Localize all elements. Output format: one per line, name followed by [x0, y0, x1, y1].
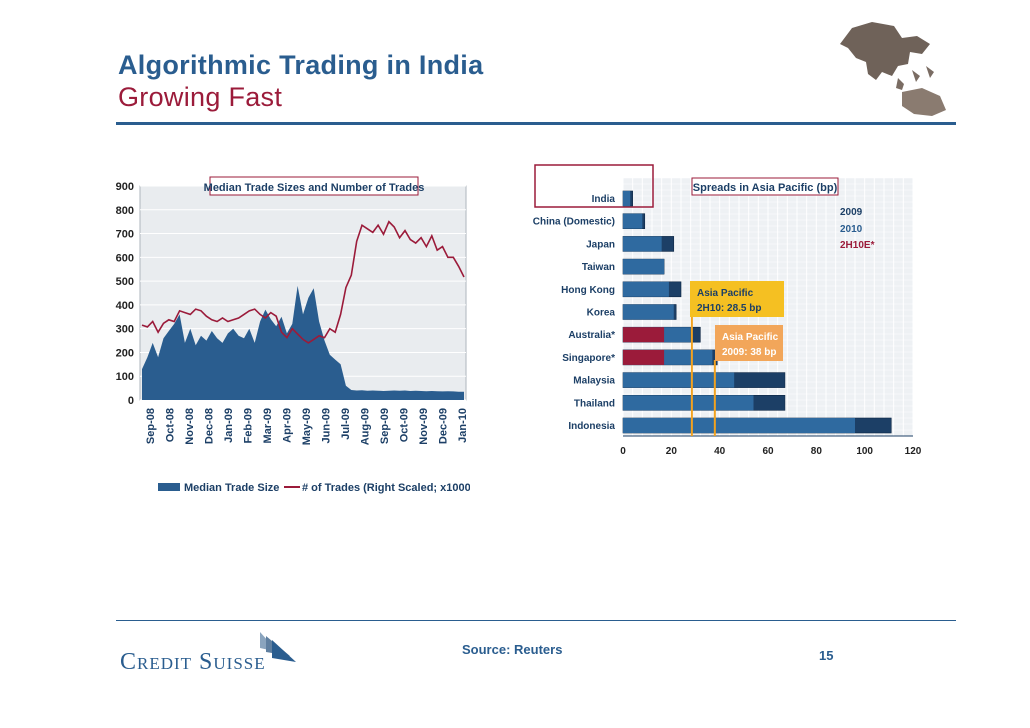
category-label: India	[592, 194, 616, 205]
y-left-tick-label: 300	[116, 324, 134, 336]
category-label: Thailand	[574, 398, 615, 409]
x-tick-label: 100	[856, 446, 873, 457]
x-tick-label: Mar-09	[262, 408, 274, 443]
category-label: Korea	[587, 308, 616, 319]
annotation-box	[690, 281, 784, 317]
x-tick-label: Dec-09	[438, 408, 450, 444]
number-of-trades-line	[141, 220, 465, 344]
y-left-tick-label: 700	[116, 229, 134, 241]
category-label: Malaysia	[573, 376, 615, 387]
chart-title-box	[209, 176, 419, 196]
legend-2009: 2009	[840, 207, 863, 218]
footer-rule	[116, 620, 956, 621]
bar-2010	[623, 418, 855, 433]
x-tick-label: May-09	[301, 408, 313, 445]
x-tick-label: Apr-09	[282, 408, 294, 443]
chart-title: Median Trade Sizes and Number of Trades	[204, 182, 425, 194]
category-label: Australia*	[568, 330, 615, 341]
x-tick-label: 80	[811, 446, 823, 457]
category-label: Indonesia	[568, 421, 615, 432]
y-left-tick-label: 900	[116, 181, 134, 193]
annotation-text: Asia Pacific	[722, 332, 779, 343]
y-left-tick-label: 500	[116, 276, 134, 288]
x-tick-label: Oct-08	[165, 408, 177, 442]
bar-2010	[623, 281, 669, 297]
bar-2010	[623, 236, 662, 252]
chart-title: Spreads in Asia Pacific (bp)	[693, 182, 838, 194]
x-tick-label: Oct-09	[399, 408, 411, 442]
slide-title: Algorithmic Trading in India	[118, 50, 484, 80]
bar-2h10e	[623, 349, 665, 365]
y-left-tick-label: 100	[116, 371, 134, 383]
india-highlight-box	[534, 164, 654, 208]
x-tick-label: Sep-08	[145, 408, 157, 444]
x-tick-label: Dec-08	[204, 408, 216, 444]
bar-2010	[623, 372, 735, 388]
x-tick-label: 20	[666, 446, 678, 457]
median-trade-size-area	[142, 285, 464, 400]
x-tick-label: Sep-09	[379, 408, 391, 444]
y-left-tick-label: 200	[116, 347, 134, 359]
bar-2010	[623, 213, 643, 229]
x-tick-label: Nov-09	[418, 408, 430, 445]
annotation-text: Asia Pacific	[697, 288, 754, 299]
y-left-tick-label: 0	[128, 395, 134, 407]
legend-swatch-median	[158, 483, 180, 491]
x-tick-label: Feb-09	[243, 408, 255, 443]
x-tick-label: Jan-09	[223, 408, 235, 443]
bar-2010	[623, 191, 631, 206]
legend-2h10e: 2H10E*	[840, 240, 875, 251]
x-tick-label: Aug-09	[360, 408, 372, 445]
category-label: Japan	[586, 239, 615, 250]
bar-2h10e	[623, 327, 665, 343]
asia-map-icon	[840, 22, 946, 116]
chart-title-box	[691, 177, 839, 196]
x-tick-label: Jan-10	[457, 408, 469, 443]
x-tick-label: Jun-09	[321, 408, 333, 443]
x-tick-label: 60	[762, 446, 774, 457]
x-tick-label: 120	[905, 446, 922, 457]
credit-suisse-sails-logo	[260, 632, 296, 662]
category-label: Taiwan	[582, 262, 615, 273]
source-note: Source: Reuters	[462, 642, 563, 657]
credit-suisse-logo: Credit Suisse	[120, 649, 266, 675]
slide-subtitle: Growing Fast	[118, 82, 283, 112]
annotation-text: 2H10: 28.5 bp	[697, 303, 761, 314]
header-rule	[116, 122, 956, 125]
bar-2010	[623, 259, 665, 275]
category-label: China (Domestic)	[533, 217, 615, 228]
y-left-tick-label: 600	[116, 252, 134, 264]
x-tick-label: Nov-08	[184, 408, 196, 445]
x-tick-label: Jul-09	[340, 408, 352, 440]
annotation-text: 2009: 38 bp	[722, 347, 776, 358]
legend-2010: 2010	[840, 224, 863, 235]
y-left-tick-label: 800	[116, 205, 134, 217]
annotation-box	[715, 325, 783, 361]
bar-2010	[623, 395, 754, 411]
category-label: Hong Kong	[561, 285, 615, 296]
y-left-tick-label: 400	[116, 300, 134, 312]
legend-label-trades: # of Trades (Right Scaled; x1000)	[302, 482, 470, 494]
bar-2010	[623, 304, 674, 320]
page-number: 15	[819, 648, 834, 663]
x-tick-label: 40	[714, 446, 726, 457]
spreads-chart: Spreads in Asia Pacific (bp) India China …	[533, 164, 922, 457]
category-label: Singapore*	[562, 353, 615, 364]
legend-label-median: Median Trade Size	[184, 482, 279, 494]
x-tick-label: 0	[620, 446, 626, 457]
